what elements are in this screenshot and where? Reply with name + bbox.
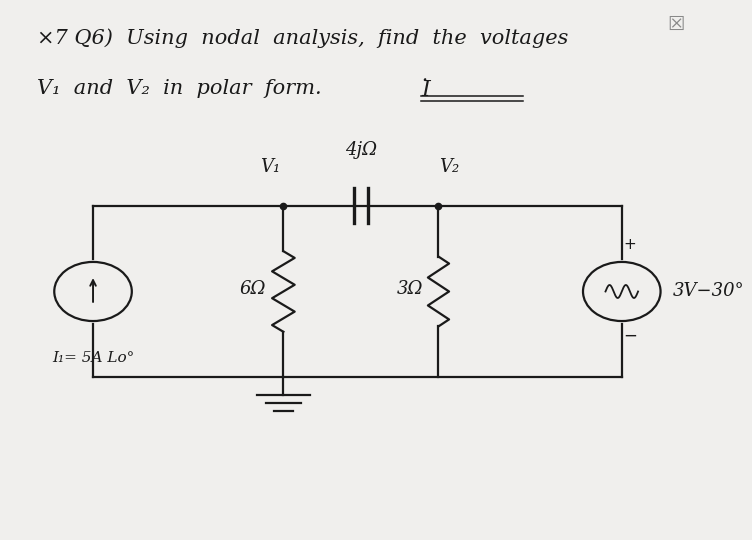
Text: V₂: V₂ <box>439 158 459 176</box>
Text: 3Ω: 3Ω <box>396 280 423 298</box>
Text: ×7 Q6)  Using  nodal  analysis,  find  the  voltages: ×7 Q6) Using nodal analysis, find the vo… <box>37 28 568 48</box>
Text: 6Ω: 6Ω <box>239 280 265 298</box>
Text: ☒: ☒ <box>668 15 685 34</box>
Text: +: + <box>624 237 637 252</box>
Text: V₁  and  V₂  in  polar  form.: V₁ and V₂ in polar form. <box>37 79 321 98</box>
Text: 4jΩ: 4jΩ <box>345 141 377 159</box>
Text: 3V−30°: 3V−30° <box>673 282 745 300</box>
Text: İ: İ <box>421 79 429 102</box>
Text: V₁: V₁ <box>261 158 280 176</box>
Text: I₁= 5A Lo°: I₁= 5A Lo° <box>52 350 134 365</box>
Text: −: − <box>623 326 637 345</box>
